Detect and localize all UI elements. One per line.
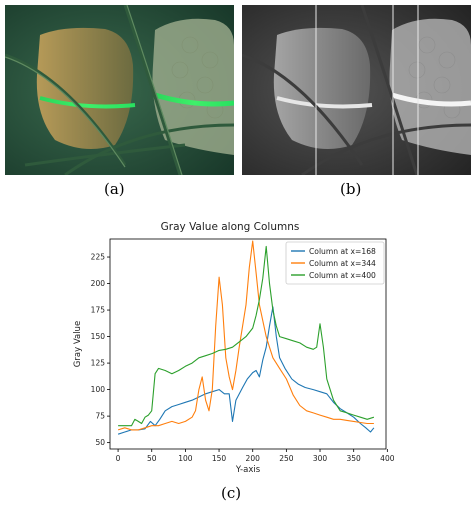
plot-frame	[109, 238, 387, 450]
x-tick-label: 100	[178, 454, 193, 463]
y-tick-label: 100	[91, 385, 106, 394]
x-tick-label: 200	[246, 454, 261, 463]
caption-a: (a)	[104, 180, 125, 198]
caption-b: (b)	[340, 180, 362, 198]
photo-color	[5, 5, 234, 175]
gray-value-chart: Gray Value along Columns 0 50 100 150 200 250…	[73, 221, 395, 475]
series-line-0	[117, 306, 375, 435]
x-tick-label: 150	[212, 454, 227, 463]
x-tick-label: 0	[116, 454, 121, 463]
x-tick-label: 350	[347, 454, 362, 463]
y-axis-label: Gray Value	[73, 321, 83, 367]
y-tick-label: 75	[95, 412, 105, 421]
chart-title: Gray Value along Columns	[161, 221, 300, 233]
x-tick-label: 50	[147, 454, 157, 463]
legend-entry: Column at x=400	[309, 271, 376, 280]
series-line-2	[118, 245, 375, 427]
y-tick-label: 125	[91, 359, 106, 368]
legend: Column at x=168 Column at x=344 Column at …	[285, 241, 385, 285]
series-line-1	[117, 240, 374, 431]
legend-entry: Column at x=344	[309, 259, 376, 268]
caption-c: (c)	[221, 484, 242, 502]
y-tick-label: 50	[95, 438, 105, 447]
photo-grayscale	[242, 5, 471, 175]
y-tick-label: 175	[91, 306, 106, 315]
y-tick-label: 200	[91, 279, 106, 288]
x-axis-label: Y-axis	[235, 465, 261, 475]
x-tick-label: 300	[313, 454, 328, 463]
legend-entry: Column at x=168	[309, 247, 376, 256]
y-tick-label: 225	[91, 253, 106, 262]
x-tick-label: 250	[279, 454, 294, 463]
y-tick-label: 150	[91, 332, 106, 341]
x-tick-label: 400	[380, 454, 395, 463]
legend-box	[285, 241, 385, 285]
